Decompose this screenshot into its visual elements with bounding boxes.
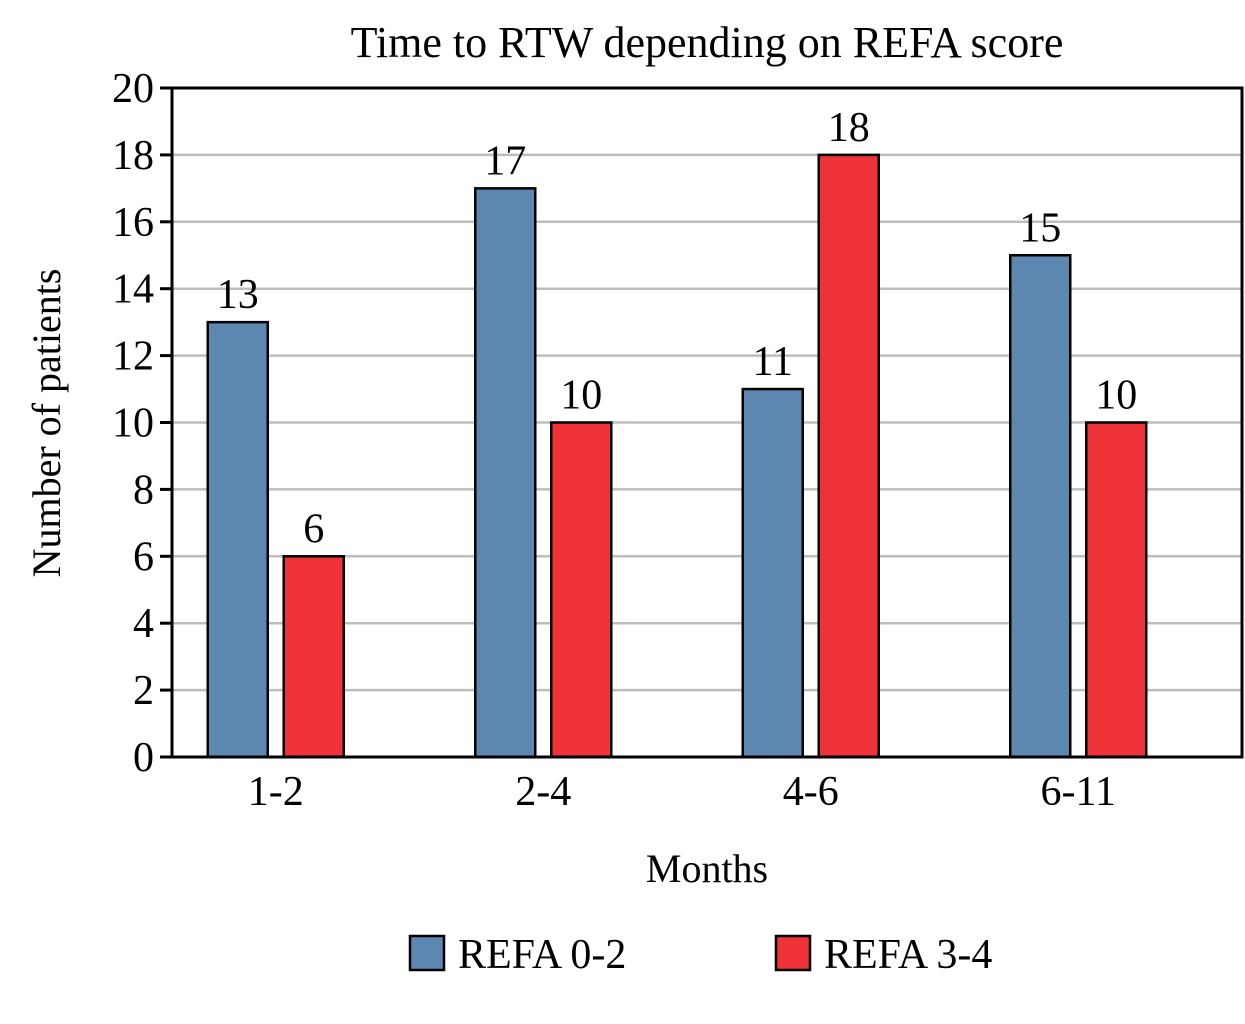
y-tick-label: 20 [112, 66, 154, 112]
bar [741, 387, 804, 759]
legend-label: REFA 3-4 [824, 932, 992, 978]
x-tick-label: 6-11 [1041, 769, 1116, 815]
value-label: 11 [753, 339, 793, 385]
gridlines [172, 153, 1242, 692]
y-tick-label: 2 [133, 668, 154, 714]
y-tick-label: 14 [112, 267, 154, 313]
y-axis-label: Number of patients [24, 269, 69, 578]
y-tick-label: 16 [112, 200, 154, 246]
bar [1085, 421, 1148, 759]
bar [474, 187, 537, 759]
value-label: 17 [484, 138, 526, 184]
x-ticks: 1-2 2-4 4-6 6-11 [248, 769, 1116, 815]
x-tick-label: 4-6 [783, 769, 839, 815]
value-label: 10 [560, 373, 602, 419]
legend: REFA 0-2 REFA 3-4 [408, 932, 992, 978]
y-ticks: 0 2 4 6 8 10 12 14 16 18 20 [112, 66, 172, 781]
value-label: 15 [1019, 205, 1061, 251]
y-tick-label: 12 [112, 334, 154, 380]
value-label: 13 [217, 272, 259, 318]
y-tick-label: 0 [133, 735, 154, 781]
x-tick-label: 1-2 [248, 769, 304, 815]
chart-title: Time to RTW depending on REFA score [351, 18, 1064, 67]
y-tick-label: 10 [112, 401, 154, 447]
y-tick-label: 18 [112, 133, 154, 179]
value-labels: 13 6 17 10 11 18 15 10 [217, 105, 1138, 552]
value-label: 18 [828, 105, 870, 151]
bar [817, 153, 880, 759]
value-label: 6 [303, 506, 324, 552]
value-label: 10 [1095, 373, 1137, 419]
bar [550, 421, 613, 759]
bar [282, 555, 345, 759]
legend-label: REFA 0-2 [458, 932, 626, 978]
bars [206, 153, 1148, 759]
x-axis-label: Months [646, 846, 768, 891]
legend-swatch [408, 934, 446, 972]
bar [1009, 254, 1072, 759]
bar [206, 320, 269, 759]
x-tick-label: 2-4 [515, 769, 571, 815]
y-tick-label: 6 [133, 534, 154, 580]
y-tick-label: 4 [133, 601, 154, 647]
legend-swatch [774, 934, 812, 972]
y-tick-label: 8 [133, 467, 154, 513]
